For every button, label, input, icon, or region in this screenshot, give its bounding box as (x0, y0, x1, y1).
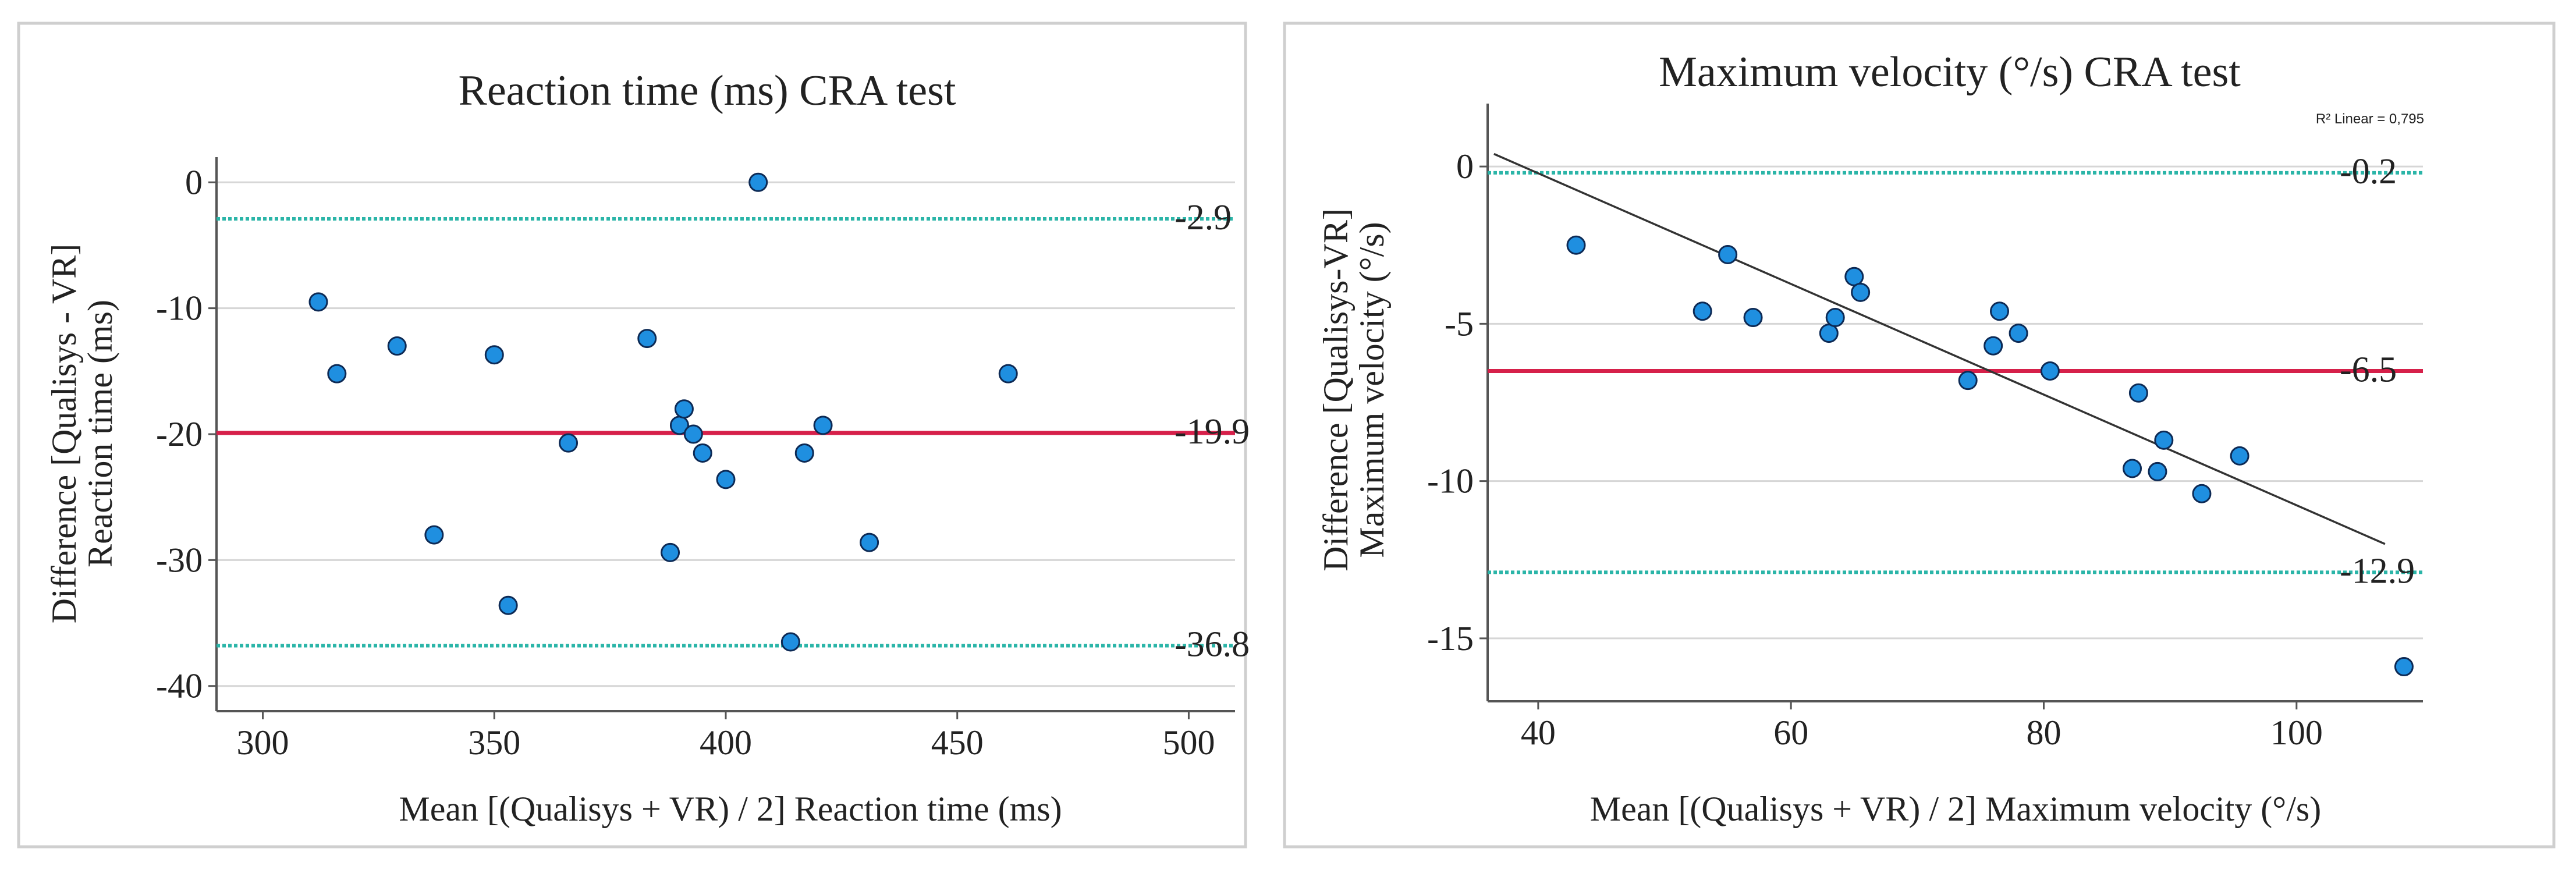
r-squared-annotation: R² Linear = 0,795 (2316, 111, 2424, 127)
x-tick-label: 500 (1162, 723, 1215, 762)
data-point (693, 443, 712, 463)
data-point (2009, 324, 2028, 343)
y-tick-label: 0 (1456, 147, 1474, 186)
data-point (1819, 324, 1839, 343)
data-point (498, 595, 518, 615)
data-point (484, 345, 504, 365)
data-point (2192, 484, 2212, 503)
data-point (780, 632, 800, 652)
x-tick-label: 80 (2027, 713, 2061, 752)
x-tick-label: 40 (1521, 713, 1556, 752)
data-point (748, 172, 768, 192)
x-tick-label: 450 (931, 723, 984, 762)
chart-title: Maximum velocity (°/s) CRA test (1659, 48, 2241, 96)
reference-line-label: -0.2 (2340, 152, 2397, 191)
chart-title: Reaction time (ms) CRA test (458, 67, 956, 115)
data-point (2128, 383, 2148, 403)
data-point (683, 424, 703, 444)
data-point (716, 470, 736, 489)
x-tick-label: 60 (1773, 713, 1808, 752)
y-tick-label: -5 (1445, 304, 1474, 343)
y-tick-label: -20 (156, 415, 203, 453)
data-point (813, 416, 833, 435)
y-tick-label: -10 (1427, 462, 1474, 500)
regression-line (1493, 152, 2386, 545)
data-point (860, 533, 879, 552)
data-point (1984, 336, 2003, 356)
chart-panel-2: 0 -5 -10 -15 40 60 80 100 -0.2 -6.5 -12.9 Maximum v… (1283, 22, 2556, 849)
y-axis-label: Difference [Qualisys - VR]Reaction time … (45, 244, 119, 624)
reference-line-label: -2.9 (1175, 198, 1232, 237)
x-axis-label: Mean [(Qualisys + VR) / 2] Reaction time… (399, 790, 1062, 828)
reference-line-label: -36.8 (1175, 624, 1250, 664)
data-point (308, 292, 328, 312)
data-point (1990, 301, 2010, 321)
data-point (2123, 459, 2142, 478)
data-point (1743, 308, 1763, 328)
panel-border (17, 22, 1247, 849)
data-point (1693, 301, 1712, 321)
data-point (1844, 267, 1864, 286)
data-point (1958, 371, 1978, 391)
data-point (2230, 446, 2249, 466)
data-point (2148, 462, 2167, 481)
reference-line-label: -19.9 (1175, 412, 1250, 452)
data-point (661, 542, 680, 562)
y-tick-label: 0 (185, 163, 203, 201)
data-point (327, 364, 347, 384)
y-axis-label-line1: Difference [Qualisys-VR] (1317, 208, 1355, 571)
y-axis-label: Difference [Qualisys-VR]Maximum velocity… (1317, 208, 1391, 571)
data-point (2040, 361, 2060, 381)
data-point (637, 329, 657, 349)
x-tick-label: 350 (468, 723, 520, 762)
reference-line-label: -6.5 (2340, 350, 2397, 389)
y-tick-label: -15 (1427, 619, 1474, 658)
x-tick-label: 400 (700, 723, 752, 762)
data-point (559, 433, 579, 453)
chart-panel-1: 0 -10 -20 -30 -40 300 350 400 450 500 -2.9 -19.9 -36… (17, 22, 1250, 849)
data-point (1825, 308, 1845, 328)
y-tick-label: -30 (156, 541, 203, 579)
data-point (1718, 244, 1738, 264)
data-point (674, 399, 694, 419)
x-axis-label: Mean [(Qualisys + VR) / 2] Maximum veloc… (1590, 790, 2322, 828)
data-point (1566, 235, 1586, 255)
y-axis-label-line2: Reaction time (ms) (81, 300, 119, 567)
data-point (2154, 430, 2174, 450)
x-tick-label: 300 (237, 723, 289, 762)
y-axis-label-line2: Maximum velocity (°/s) (1353, 222, 1391, 558)
panel-border (1283, 22, 2556, 849)
x-tick-label: 100 (2270, 713, 2323, 752)
y-tick-label: -40 (156, 667, 203, 705)
y-axis-label-line1: Difference [Qualisys - VR] (45, 244, 83, 624)
data-point (794, 443, 814, 463)
data-point (998, 364, 1018, 384)
data-point (424, 525, 444, 545)
reference-line-label: -12.9 (2340, 551, 2415, 591)
data-point (2394, 657, 2414, 677)
data-point (387, 336, 407, 356)
y-tick-label: -10 (156, 289, 203, 328)
data-point (1851, 282, 1871, 302)
